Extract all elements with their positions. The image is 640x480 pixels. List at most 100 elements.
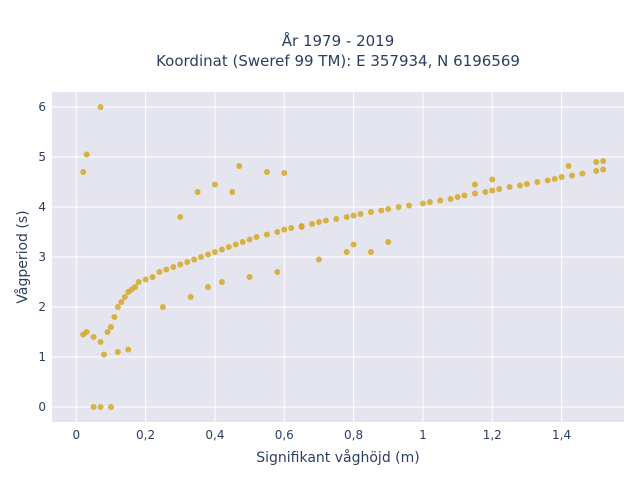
data-point bbox=[461, 192, 468, 199]
data-point bbox=[343, 214, 350, 220]
data-point bbox=[447, 196, 454, 202]
y-axis-ticks: 0 1 2 3 4 5 6 bbox=[38, 100, 46, 414]
data-point bbox=[569, 172, 575, 179]
y-tick-label: 1 bbox=[38, 350, 46, 364]
data-point bbox=[489, 187, 496, 194]
data-point bbox=[263, 231, 270, 238]
data-point bbox=[378, 207, 385, 214]
data-point bbox=[101, 351, 107, 358]
data-point bbox=[97, 404, 104, 410]
x-axis-ticks: 0 0,2 0,4 0,6 0,8 1 1,2 1,4 bbox=[72, 428, 571, 442]
data-point bbox=[97, 339, 104, 345]
data-point bbox=[482, 189, 489, 195]
data-point bbox=[114, 349, 121, 355]
data-point bbox=[135, 279, 142, 285]
data-point bbox=[121, 294, 128, 300]
data-point bbox=[236, 163, 243, 169]
data-point bbox=[111, 314, 118, 320]
data-point bbox=[471, 190, 478, 197]
data-point bbox=[118, 299, 125, 305]
y-axis-title: Vågperiod (s) bbox=[14, 210, 31, 303]
x-tick-label: 0 bbox=[72, 428, 80, 442]
data-point bbox=[551, 176, 558, 182]
data-point bbox=[211, 181, 218, 188]
data-point bbox=[333, 216, 340, 222]
data-point bbox=[496, 186, 503, 192]
data-point bbox=[315, 219, 322, 225]
data-point bbox=[489, 176, 496, 183]
data-points bbox=[80, 104, 607, 410]
data-point bbox=[523, 181, 530, 187]
data-point bbox=[187, 294, 194, 300]
data-point bbox=[149, 274, 156, 280]
data-point bbox=[274, 269, 281, 275]
data-point bbox=[83, 151, 90, 158]
x-tick-label: 0,4 bbox=[205, 428, 224, 442]
data-point bbox=[385, 206, 392, 212]
data-point bbox=[593, 168, 600, 174]
data-point bbox=[80, 169, 87, 175]
data-point bbox=[191, 256, 198, 263]
data-point bbox=[517, 182, 523, 189]
data-point bbox=[90, 404, 97, 410]
data-point bbox=[163, 266, 170, 273]
data-point bbox=[218, 246, 225, 253]
y-tick-label: 2 bbox=[38, 300, 46, 314]
y-tick-label: 4 bbox=[38, 200, 46, 214]
data-point bbox=[246, 236, 253, 243]
data-point bbox=[218, 279, 225, 285]
data-point bbox=[419, 200, 426, 207]
data-point bbox=[534, 179, 541, 185]
data-point bbox=[600, 158, 607, 164]
data-point bbox=[114, 304, 121, 310]
data-point bbox=[367, 209, 374, 215]
data-point bbox=[198, 254, 205, 260]
data-point bbox=[211, 249, 218, 255]
chart-title-line-1: År 1979 - 2019 bbox=[282, 31, 395, 50]
data-point bbox=[343, 249, 350, 255]
x-tick-label: 1,4 bbox=[552, 428, 571, 442]
x-tick-label: 0,6 bbox=[275, 428, 294, 442]
data-point bbox=[357, 211, 364, 217]
data-point bbox=[229, 189, 236, 195]
data-point bbox=[315, 256, 322, 263]
data-point bbox=[205, 284, 211, 290]
x-tick-label: 1 bbox=[419, 428, 427, 442]
data-point bbox=[83, 329, 90, 335]
y-tick-label: 5 bbox=[38, 150, 46, 164]
y-tick-label: 3 bbox=[38, 250, 46, 264]
data-point bbox=[298, 224, 305, 230]
data-point bbox=[309, 221, 315, 227]
data-point bbox=[322, 217, 329, 224]
y-tick-label: 0 bbox=[38, 400, 46, 414]
data-point bbox=[437, 197, 444, 204]
data-point bbox=[281, 226, 288, 233]
data-point bbox=[593, 159, 600, 165]
data-point bbox=[600, 166, 607, 173]
data-point bbox=[125, 346, 132, 353]
data-point bbox=[132, 284, 139, 290]
data-point bbox=[159, 304, 166, 310]
data-point bbox=[177, 261, 184, 268]
data-point bbox=[263, 169, 270, 175]
data-point bbox=[156, 269, 163, 275]
data-point bbox=[142, 276, 149, 283]
data-point bbox=[177, 214, 184, 220]
y-tick-label: 6 bbox=[38, 100, 46, 114]
x-tick-label: 1,2 bbox=[483, 428, 502, 442]
data-point bbox=[90, 334, 97, 340]
data-point bbox=[184, 259, 191, 265]
grid-layer bbox=[52, 92, 624, 422]
x-tick-label: 0,8 bbox=[344, 428, 363, 442]
data-point bbox=[471, 181, 478, 188]
chart-title-line-2: Koordinat (Sweref 99 TM): E 357934, N 61… bbox=[156, 52, 520, 70]
data-point bbox=[288, 225, 295, 231]
data-point bbox=[385, 239, 392, 245]
data-point bbox=[239, 239, 246, 245]
data-point bbox=[544, 177, 551, 184]
data-point bbox=[367, 249, 374, 255]
data-point bbox=[97, 104, 104, 110]
data-point bbox=[350, 241, 357, 248]
data-point bbox=[406, 202, 413, 209]
